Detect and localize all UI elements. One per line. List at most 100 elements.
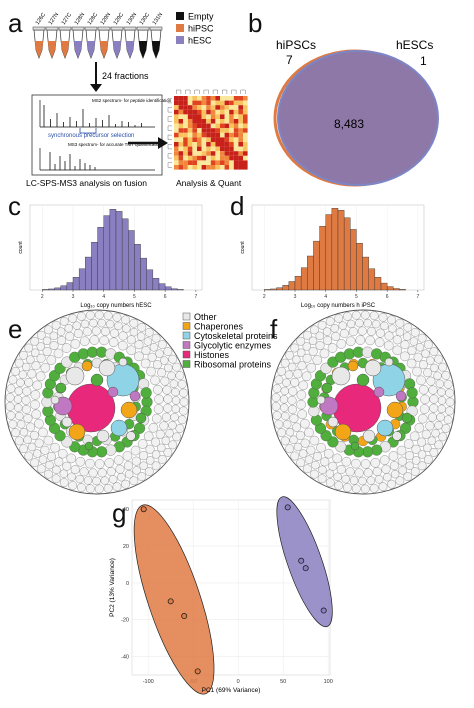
protein-circle [45, 460, 54, 470]
protein-circle [406, 358, 417, 369]
heatmap-cell [206, 137, 211, 142]
heatmap-cell [224, 155, 230, 161]
histogram-bar [399, 289, 406, 291]
protein-circle [410, 328, 420, 337]
heatmap-cell [201, 100, 207, 106]
protein-circle [155, 349, 164, 358]
histogram-bar [128, 230, 135, 291]
protein-circle [445, 397, 455, 407]
protein-circle [21, 395, 31, 405]
legend-swatch [176, 12, 184, 20]
heatmap-cell [238, 151, 243, 156]
heatmap-cell [192, 119, 197, 124]
heatmap-cell [238, 114, 243, 119]
protein-circle [168, 354, 178, 364]
protein-circle [161, 436, 171, 445]
protein-circle [443, 415, 453, 425]
heatmap-cell [174, 142, 179, 147]
tube-cap [123, 26, 137, 31]
protein-circle [312, 452, 322, 461]
protein-circle [411, 444, 421, 454]
protein-circle [163, 403, 173, 413]
protein-circle [65, 331, 75, 341]
heatmap-cell [174, 114, 179, 119]
heatmap-cell [187, 142, 193, 147]
protein-circle [157, 368, 167, 378]
protein-circle [388, 324, 397, 333]
histogram-bar [325, 214, 333, 291]
tube-cap [149, 26, 163, 31]
heatmap-cell [220, 151, 225, 156]
protein-circle [330, 324, 339, 333]
caption-lc-sps: LC-SPS-MS3 analysis on fusion [26, 178, 147, 188]
y-tick-label: 40 [123, 507, 129, 513]
protein-circle [302, 464, 312, 474]
protein-circle [73, 329, 83, 338]
arrow-down-head [90, 84, 102, 92]
heatmap-cell [174, 155, 179, 161]
heatmap-cell [224, 128, 230, 133]
protein-circle [395, 327, 405, 337]
heatmap-cell [243, 128, 248, 133]
histogram-bar [54, 287, 61, 291]
protein-circle [334, 481, 344, 490]
protein-circle [163, 448, 173, 457]
heatmap-cell [220, 96, 225, 101]
protein-circle [300, 418, 310, 429]
protein-circle [34, 438, 44, 448]
protein-circle [89, 318, 98, 328]
protein-circle [30, 336, 40, 346]
protein-circle [429, 448, 439, 457]
histogram-bar [288, 281, 296, 291]
protein-circle [285, 444, 294, 454]
protein-circle [390, 469, 400, 479]
protein-circle [124, 469, 134, 479]
histogram-bar [276, 287, 283, 291]
protein-circle [272, 384, 282, 393]
protein-circle [297, 409, 308, 420]
heatmap-cell [192, 137, 197, 142]
protein-circle [36, 464, 46, 474]
heatmap-cell [178, 128, 184, 133]
histogram-bar [337, 210, 345, 291]
protein-circle [426, 376, 436, 386]
protein-circle [162, 385, 172, 395]
heatmap-cell [206, 123, 211, 129]
heatmap-cell [187, 114, 193, 119]
protein-circle [94, 484, 104, 494]
heatmap-cell [201, 119, 207, 124]
tube-fill [125, 41, 135, 58]
heatmap-cell [178, 119, 184, 124]
heatmap-cell [197, 151, 202, 156]
heatmap-cell [183, 160, 188, 165]
y-tick-label: 20 [123, 544, 129, 550]
heatmap-cell [238, 132, 243, 138]
protein-circle [160, 376, 170, 386]
protein-circle [429, 403, 439, 413]
group-ellipse [133, 504, 215, 695]
panel-f: f [270, 309, 456, 495]
protein-circle [280, 386, 289, 396]
protein-circle [271, 402, 281, 411]
histogram-bar [115, 211, 123, 291]
legend-swatch [182, 350, 191, 359]
protein-circle [163, 394, 173, 404]
protein-circle [325, 478, 335, 487]
protein-circle [139, 461, 148, 470]
heatmap-cell [206, 96, 211, 101]
heatmap-cell [233, 142, 239, 147]
tube-fill [99, 41, 109, 58]
histogram-bar [386, 286, 394, 291]
heatmap-cell [210, 132, 216, 138]
protein-circle [30, 458, 40, 468]
legend-label: Cytoskeletal proteins [194, 331, 278, 341]
protein-circle [407, 346, 417, 356]
panel-c: c 2 3 4 5 6 7 Log₁₀ copy numbers hESC count [8, 191, 203, 309]
protein-circle [272, 411, 282, 420]
protein-circle [15, 411, 24, 421]
protein-circle [421, 429, 431, 439]
protein-circle [290, 343, 300, 353]
protein-circle [27, 442, 37, 452]
heatmap-cell [183, 109, 188, 115]
protein-circle [365, 335, 375, 346]
